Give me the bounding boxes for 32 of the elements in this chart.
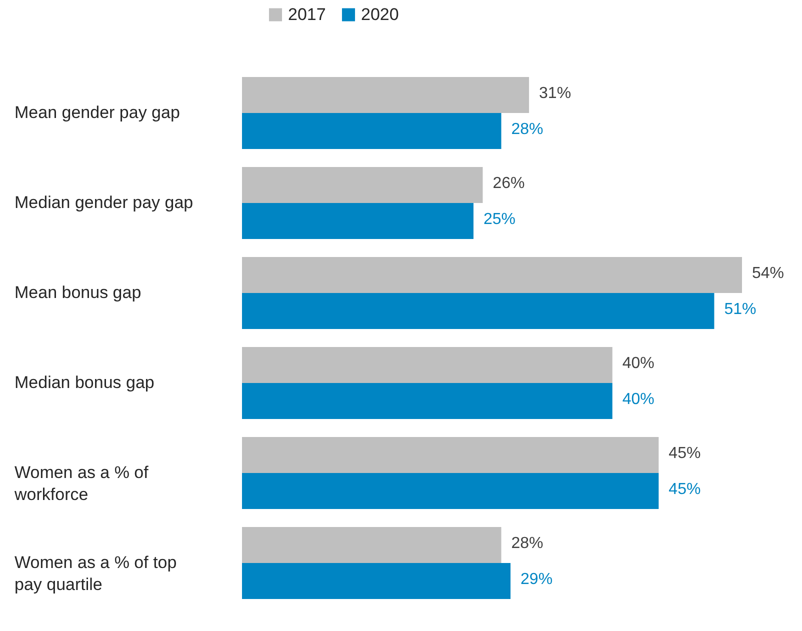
data-label: 31% <box>539 85 572 102</box>
bar <box>242 293 714 329</box>
bar <box>242 563 511 599</box>
y-tick-label: Women as a % of top pay quartile <box>14 553 177 594</box>
bar <box>242 437 659 473</box>
bar <box>242 257 742 293</box>
y-tick-label: Mean bonus gap <box>14 283 142 302</box>
y-tick-label: Median bonus gap <box>14 373 154 392</box>
bar <box>242 167 483 203</box>
bar <box>242 113 502 149</box>
data-label: 25% <box>483 211 516 228</box>
data-label: 28% <box>511 121 544 138</box>
data-label: 40% <box>622 355 654 372</box>
bar <box>242 527 502 563</box>
y-tick-label: Women as a % of workforce <box>14 463 149 504</box>
data-label: 54% <box>752 265 784 282</box>
legend-label: 2020 <box>361 4 399 24</box>
data-label: 45% <box>668 481 701 498</box>
data-label: 45% <box>668 445 701 462</box>
data-label: 51% <box>724 301 756 318</box>
bar <box>242 347 612 383</box>
data-label: 40% <box>622 391 654 408</box>
bar <box>242 203 474 239</box>
data-label: 26% <box>492 175 525 192</box>
legend-label: 2017 <box>288 4 326 24</box>
bar <box>242 473 659 509</box>
bar <box>242 383 612 419</box>
data-label: 28% <box>511 535 544 552</box>
bar <box>242 77 530 113</box>
data-label: 29% <box>520 571 553 588</box>
y-tick-label: Median gender pay gap <box>14 193 194 212</box>
y-tick-label: Mean gender pay gap <box>14 103 180 122</box>
